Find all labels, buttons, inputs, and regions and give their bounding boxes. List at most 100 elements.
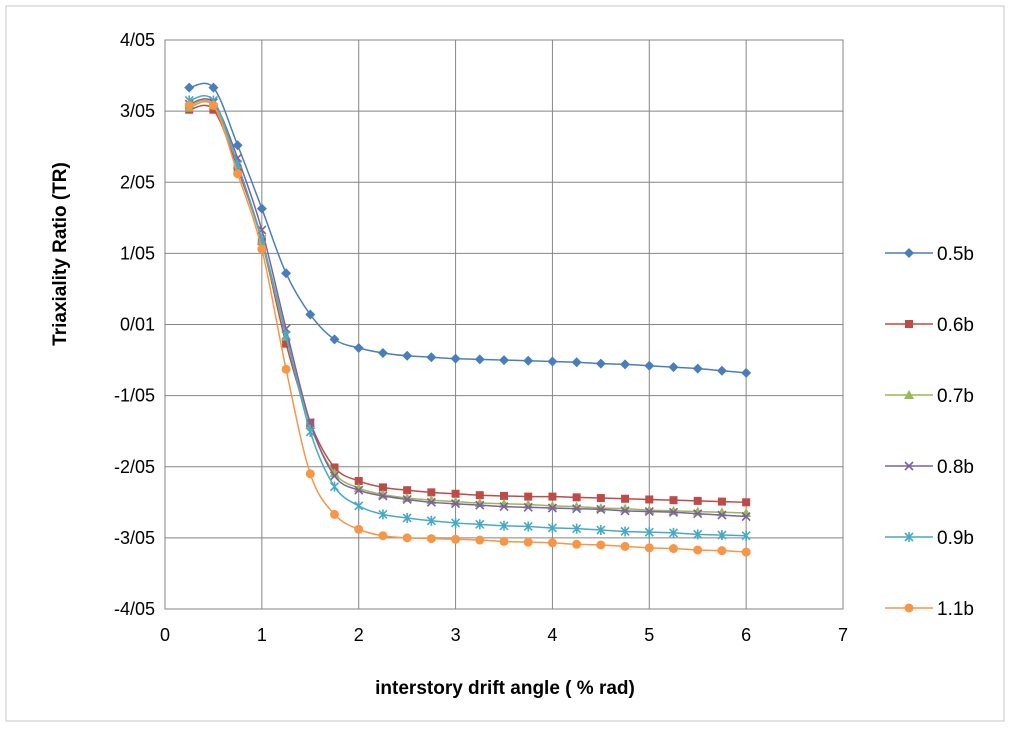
data-point: [233, 169, 243, 179]
data-point: [353, 342, 364, 353]
x-tick-label: 5: [644, 625, 654, 645]
data-point: [499, 502, 509, 512]
data-point: [499, 355, 509, 366]
data-point: [499, 536, 509, 546]
data-point: [693, 545, 703, 555]
data-point: [692, 363, 703, 374]
data-point: [644, 543, 654, 553]
data-point: [741, 547, 751, 557]
data-point: [330, 463, 339, 472]
legend-item: 0.5b: [885, 244, 974, 265]
data-point: [329, 468, 340, 478]
data-point: [523, 355, 534, 366]
data-point: [717, 546, 727, 556]
data-point: [305, 469, 315, 479]
legend-item: 1.1b: [885, 599, 974, 620]
data-point: [402, 512, 412, 523]
legend-label: 0.7b: [937, 386, 974, 407]
data-point: [644, 360, 655, 371]
data-point: [572, 493, 581, 502]
data-point: [426, 352, 437, 363]
data-point: [475, 500, 485, 510]
legend-label: 0.9b: [937, 528, 974, 549]
data-point: [668, 527, 679, 538]
y-tick-label: 1/05: [120, 243, 155, 263]
y-tick-label: -2/05: [114, 457, 155, 477]
data-point: [596, 494, 605, 503]
data-point: [377, 347, 388, 358]
data-point: [281, 268, 292, 279]
data-point: [595, 358, 606, 369]
data-point: [742, 498, 751, 507]
data-point: [596, 504, 606, 514]
data-point: [717, 497, 726, 506]
data-point: [451, 517, 461, 528]
data-point: [523, 502, 533, 512]
data-point: [378, 531, 388, 541]
data-point: [524, 492, 533, 501]
data-point: [475, 519, 485, 530]
data-point: [378, 509, 388, 520]
data-point: [620, 526, 630, 537]
data-point: [305, 426, 315, 437]
data-point: [620, 359, 631, 370]
legend-marker: [904, 603, 914, 613]
series-0.5b: [184, 82, 752, 378]
data-point: [451, 489, 460, 498]
data-point: [330, 509, 339, 519]
plot-area-border: [164, 39, 844, 610]
data-point: [475, 491, 484, 500]
data-point: [208, 82, 219, 93]
data-point: [572, 523, 582, 534]
x-tick-label: 6: [741, 625, 751, 645]
data-point: [693, 509, 703, 519]
data-point: [354, 500, 364, 511]
data-point: [523, 499, 534, 509]
data-point: [402, 350, 413, 361]
data-point: [329, 481, 340, 492]
data-point: [571, 357, 582, 368]
series-0.9b: [184, 95, 751, 541]
data-point: [596, 540, 606, 550]
data-point: [716, 365, 727, 376]
x-tick-label: 2: [354, 625, 364, 645]
y-tick-label: 4/05: [120, 30, 155, 50]
legend-marker: [905, 320, 913, 328]
data-point: [426, 497, 436, 507]
data-point: [741, 367, 752, 378]
data-point: [499, 498, 509, 508]
data-point: [426, 534, 436, 544]
data-point: [596, 525, 606, 536]
y-tick-label: -4/05: [114, 599, 155, 619]
data-point: [547, 522, 557, 533]
y-tick-label: -3/05: [114, 528, 155, 548]
data-point: [741, 511, 751, 522]
legend-label: 0.5b: [937, 244, 974, 265]
data-point: [281, 364, 291, 374]
data-point: [450, 353, 461, 364]
data-point: [620, 541, 630, 551]
legend-marker: [904, 390, 914, 399]
data-point: [402, 533, 412, 543]
y-tick-label: 2/05: [120, 172, 155, 192]
data-point: [427, 488, 436, 497]
data-point: [451, 534, 461, 544]
legend: 0.5b 0.6b 0.7b 0.8b 0.9b 1.1b: [885, 244, 974, 620]
legend-item: 0.9b: [885, 528, 974, 549]
data-point: [572, 504, 582, 514]
data-point: [378, 483, 387, 492]
y-axis-title: Triaxiality Ratio (TR): [50, 162, 71, 346]
legend-marker: [904, 248, 914, 258]
legend-item: 0.8b: [885, 457, 974, 478]
data-point: [523, 521, 533, 532]
axis-ticks: 0 1 2 3 4 5 6 7 4/05 3/05 2/05 1/05 0/01 -1/05 -2/05 -3…: [114, 30, 848, 645]
legend-item: 0.7b: [885, 386, 974, 407]
data-point: [499, 520, 509, 531]
data-point: [717, 530, 727, 541]
data-point: [354, 485, 364, 495]
data-point: [669, 544, 678, 554]
y-tick-label: 3/05: [120, 101, 155, 121]
x-tick-label: 7: [838, 625, 848, 645]
